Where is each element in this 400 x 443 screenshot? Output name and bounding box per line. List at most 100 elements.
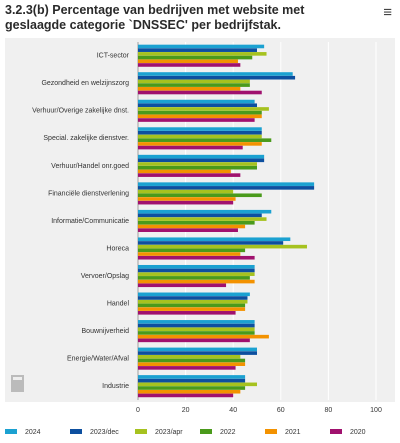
legend-swatch <box>330 429 342 434</box>
bar <box>138 158 265 163</box>
menu-button[interactable]: ≡ <box>383 4 392 21</box>
bar <box>138 292 250 297</box>
bar <box>138 378 246 383</box>
bar <box>138 272 255 276</box>
legend-swatch <box>70 429 82 434</box>
bar <box>138 130 262 135</box>
bar <box>138 393 234 398</box>
y-tick-label: Informatie/Communicatie <box>51 218 129 225</box>
table-icon <box>11 375 24 392</box>
bar <box>138 386 246 390</box>
x-tick-label: 60 <box>277 407 285 414</box>
bar <box>138 334 269 339</box>
bar <box>138 237 291 242</box>
bar <box>138 303 246 308</box>
y-tick-label: Gezondheid en welzijnszorg <box>41 80 129 87</box>
legend-swatch <box>135 429 147 434</box>
bar <box>138 375 246 379</box>
bar <box>138 255 255 260</box>
bar <box>138 193 262 198</box>
bar <box>138 99 255 104</box>
y-tick-label: Verhuur/Handel onr.goed <box>51 163 129 170</box>
legend-swatch <box>200 429 212 434</box>
bar <box>138 279 255 284</box>
bar <box>138 182 315 186</box>
bar <box>138 114 262 119</box>
bar <box>138 154 265 159</box>
legend-label: 2021 <box>285 429 301 436</box>
bar <box>138 224 246 229</box>
bar <box>138 83 250 87</box>
bar <box>138 138 272 142</box>
legend-label: 2022 <box>220 429 236 436</box>
x-tick-label: 80 <box>325 407 333 414</box>
bar <box>138 63 241 67</box>
bar <box>138 52 267 56</box>
bar <box>138 87 241 91</box>
bar <box>138 358 246 363</box>
y-tick-label: Energie/Water/Afval <box>67 356 129 363</box>
bar <box>138 217 267 221</box>
bar <box>138 382 257 387</box>
legend-swatch <box>5 429 17 434</box>
bar <box>138 145 243 150</box>
bar <box>138 241 284 245</box>
chart-title: 3.2.3(b) Percentage van bedrijven met we… <box>5 3 305 32</box>
bar <box>138 228 238 232</box>
bar <box>138 338 250 343</box>
legend-label: 2024 <box>25 429 41 436</box>
y-tick-label: ICT-sector <box>97 53 130 60</box>
bar <box>138 221 255 225</box>
bar <box>138 55 253 60</box>
bar <box>138 248 246 253</box>
bar <box>138 162 257 166</box>
bar <box>138 296 248 300</box>
y-tick-label: Verhuur/Overige zakelijke dnst. <box>32 108 129 115</box>
bar <box>138 134 262 139</box>
x-tick-label: 20 <box>182 407 190 414</box>
bar <box>138 110 262 115</box>
bar <box>138 327 255 332</box>
y-tick-label: Handel <box>107 300 130 307</box>
bar <box>138 165 257 170</box>
x-tick-label: 100 <box>370 407 382 414</box>
bar <box>138 366 236 370</box>
bar <box>138 331 255 335</box>
y-tick-label: Bouwnijverheid <box>82 328 130 335</box>
bar <box>138 268 255 273</box>
y-tick-label: Industrie <box>102 383 129 390</box>
bar <box>138 169 231 174</box>
bar <box>138 389 241 394</box>
x-tick-label: 0 <box>136 407 140 414</box>
bar <box>138 320 255 324</box>
bar <box>138 347 257 352</box>
legend-swatch <box>265 429 277 434</box>
bar <box>138 264 255 269</box>
bar <box>138 79 250 84</box>
bar <box>138 189 234 194</box>
bar <box>138 127 262 131</box>
y-tick-label: Special. zakelijke dienstver. <box>43 135 129 142</box>
bar <box>138 48 257 52</box>
bar <box>138 299 248 304</box>
y-tick-label: Financiële dienstverlening <box>48 190 129 197</box>
y-tick-label: Horeca <box>106 245 129 252</box>
bar <box>138 103 257 108</box>
bar <box>138 200 234 205</box>
bar <box>138 197 236 201</box>
bar <box>138 283 227 288</box>
bar <box>138 276 250 280</box>
bar <box>138 351 257 355</box>
x-tick-label: 40 <box>229 407 237 414</box>
bar <box>138 173 241 177</box>
bar <box>138 90 262 95</box>
y-tick-label: Vervoer/Opslag <box>81 273 129 280</box>
bar <box>138 44 265 49</box>
bar <box>138 72 293 76</box>
bar <box>138 59 238 64</box>
bar <box>138 323 255 328</box>
bar <box>138 213 262 218</box>
legend-label: 2023/apr <box>155 429 183 436</box>
